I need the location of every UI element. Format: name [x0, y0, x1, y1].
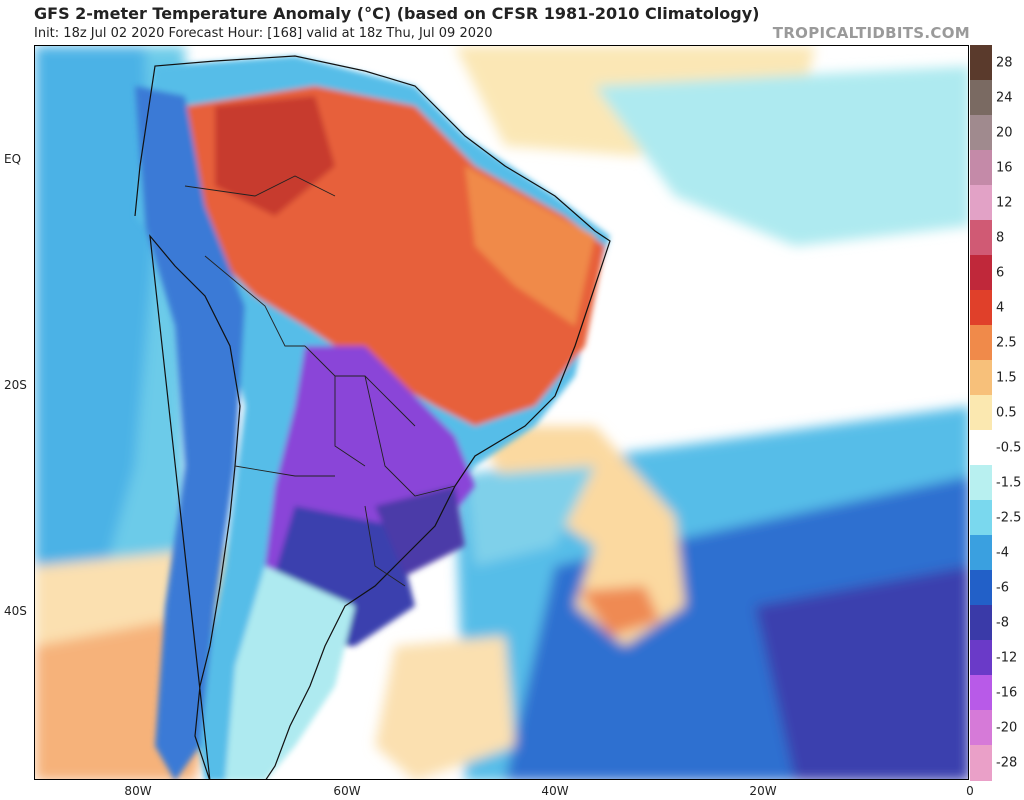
colorbar-label: -12	[996, 650, 1018, 665]
map-canvas	[35, 46, 968, 779]
colorbar-swatch	[970, 710, 992, 746]
colorbar-swatch	[970, 395, 992, 431]
colorbar-label: 12	[996, 195, 1013, 210]
lon-label-60w: 60W	[333, 784, 361, 798]
colorbar-swatch	[970, 465, 992, 501]
country-borders	[184, 175, 456, 587]
colorbar-label: 0.5	[996, 405, 1017, 420]
chart-subtitle: Init: 18z Jul 02 2020 Forecast Hour: [16…	[34, 26, 493, 41]
colorbar-swatch	[970, 290, 992, 326]
colorbar-label: 20	[996, 125, 1013, 140]
pacific-cool-west	[35, 46, 155, 606]
colorbar-label: -8	[996, 615, 1009, 630]
colorbar-label: 6	[996, 265, 1005, 280]
lat-label-40s: 40S	[4, 604, 27, 618]
colorbar-swatch	[970, 430, 992, 466]
northeast-warm	[465, 166, 595, 326]
patagonia-light	[225, 566, 355, 779]
colorbar-legend	[970, 45, 992, 781]
amazon-hot-core	[215, 96, 335, 216]
lon-label-20w: 20W	[749, 784, 777, 798]
colorbar-label: -6	[996, 580, 1009, 595]
colorbar-swatch	[970, 675, 992, 711]
colorbar-swatch	[970, 255, 992, 291]
colorbar-label: -28	[996, 755, 1018, 770]
colorbar-swatch	[970, 745, 992, 781]
colorbar-label: -20	[996, 720, 1018, 735]
colorbar-label: 2.5	[996, 335, 1017, 350]
atlantic-cool-mid	[465, 466, 595, 566]
colorbar-swatch	[970, 360, 992, 396]
anomaly-map[interactable]	[34, 45, 969, 780]
colorbar-swatch	[970, 535, 992, 571]
continent-anomalies	[135, 56, 610, 779]
south-warm-patch	[375, 636, 515, 779]
colorbar-label: 28	[996, 55, 1013, 70]
colorbar-label: 1.5	[996, 370, 1017, 385]
colorbar-swatch	[970, 640, 992, 676]
colorbar-label: -4	[996, 545, 1009, 560]
colorbar-swatch	[970, 150, 992, 186]
colorbar-swatch	[970, 45, 992, 81]
lon-label-80w: 80W	[124, 784, 152, 798]
lon-label-40w: 40W	[541, 784, 569, 798]
atlantic-cold-core	[755, 566, 968, 779]
chart-title: GFS 2-meter Temperature Anomaly (°C) (ba…	[34, 4, 760, 23]
colorbar-swatch	[970, 80, 992, 116]
lon-label-0: 0	[966, 784, 974, 798]
ocean-anomalies	[35, 46, 968, 779]
colorbar-label: -0.5	[996, 440, 1022, 455]
colorbar-swatch	[970, 570, 992, 606]
colorbar-swatch	[970, 220, 992, 256]
colorbar-label: 24	[996, 90, 1013, 105]
colorbar-label: 8	[996, 230, 1005, 245]
colorbar-swatch	[970, 115, 992, 151]
colorbar-swatch	[970, 605, 992, 641]
colorbar-label: 4	[996, 300, 1005, 315]
uruguay-cold	[375, 486, 465, 576]
andes-cool	[135, 86, 245, 779]
colorbar-swatch	[970, 185, 992, 221]
colorbar-swatch	[970, 500, 992, 536]
atlantic-warm-spot	[580, 586, 660, 636]
lat-label-eq: EQ	[4, 152, 22, 166]
colorbar-label: -2.5	[996, 510, 1022, 525]
colorbar-label: 16	[996, 160, 1013, 175]
colorbar-label: -1.5	[996, 475, 1022, 490]
colorbar-label: -16	[996, 685, 1018, 700]
colorbar-swatch	[970, 325, 992, 361]
lat-label-20s: 20S	[4, 378, 27, 392]
brand-watermark: TROPICALTIDBITS.COM	[772, 24, 970, 42]
atlantic-cool-north	[595, 66, 968, 246]
